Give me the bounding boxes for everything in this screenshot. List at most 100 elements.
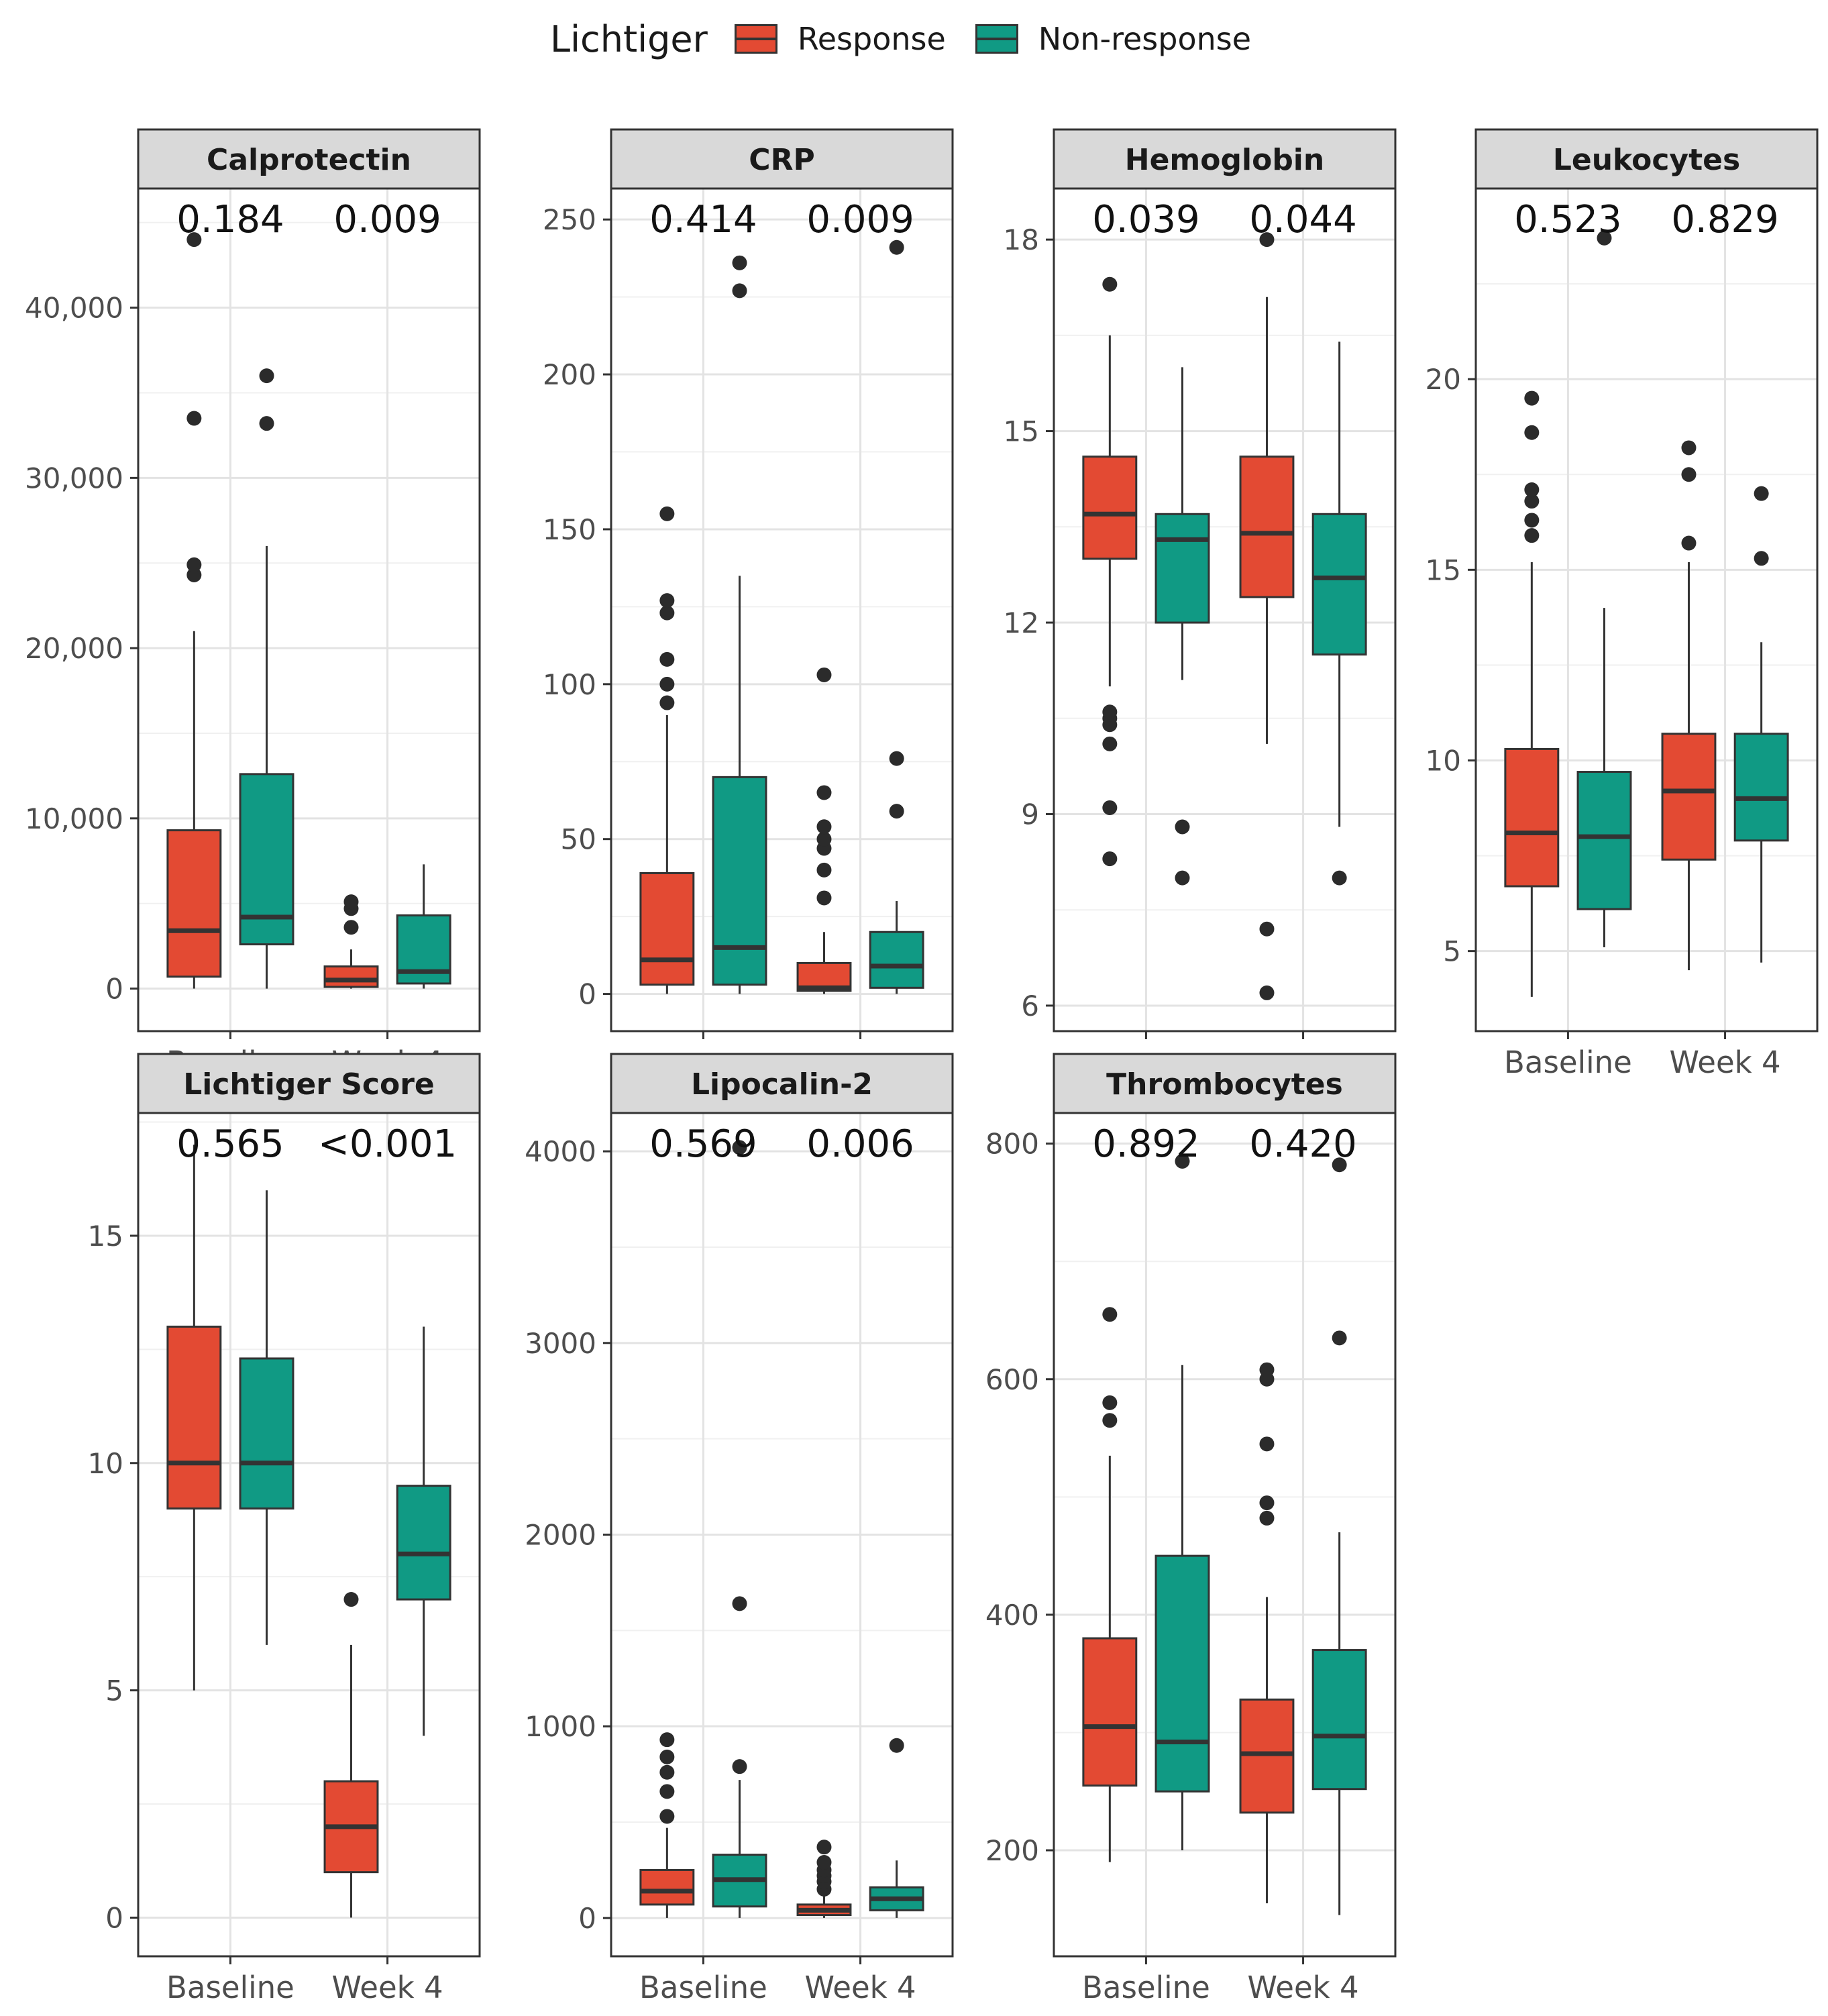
outlier-thrombocytes-non-response-week-4-1 [1332,1157,1347,1173]
panel-lipocalin-2: 0.569 0.006 Lipocalin-2 0 1000 2000 3000 4000 Ba… [525,1053,954,2005]
box-thrombocytes-response-week-4 [1239,1698,1295,1814]
outlier-lipocalin-2-response-baseline-1 [659,1784,675,1799]
legend-item-non-response: Non-response [973,20,1251,58]
box-crp-non-response-baseline [712,776,767,986]
panel-lichtiger-score: 0.565 <0.001 Lichtiger Score 0 5 10 15 Baseline… [88,1053,481,2005]
outlier-crp-response-baseline-5 [659,506,675,521]
outlier-leukocytes-non-response-week-4-1 [1754,486,1769,501]
outlier-crp-response-baseline-2 [659,651,675,667]
outlier-crp-non-response-week-4-1 [889,751,904,766]
box-hemoglobin-non-response-baseline [1154,513,1210,624]
y-tick-label-lichtiger-score-0: 0 [105,1901,123,1934]
outlier-thrombocytes-response-week-4-4 [1259,1362,1275,1377]
box-leukocytes-response-week-4 [1661,733,1717,861]
outlier-crp-response-week-4-3 [816,831,832,847]
outlier-leukocytes-non-response-baseline-0 [1597,230,1612,246]
y-tick-label-thrombocytes-2: 600 [985,1363,1039,1396]
box-lichtiger-score-non-response-week-4 [396,1485,451,1601]
outlier-thrombocytes-non-response-baseline-0 [1175,1153,1190,1169]
box-crp-non-response-week-4 [869,931,924,989]
x-tick-label-lichtiger-score-0: Baseline [166,1970,294,2005]
outlier-calprotectin-response-week-4-0 [343,920,359,935]
x-tick-label-thrombocytes-0: Baseline [1082,1970,1210,2005]
outlier-thrombocytes-response-week-4-0 [1259,1510,1275,1526]
p-value-hemoglobin-baseline: 0.039 [1092,198,1199,242]
outlier-leukocytes-response-week-4-2 [1681,440,1697,456]
legend-label-response: Response [797,21,946,57]
legend-median-response [734,38,777,40]
outlier-hemoglobin-response-week-4-2 [1259,232,1275,248]
outlier-calprotectin-response-baseline-3 [186,232,202,248]
p-value-thrombocytes-baseline: 0.892 [1092,1122,1199,1166]
y-tick-label-crp-1: 50 [561,823,596,856]
outlier-lipocalin-2-response-baseline-2 [659,1764,675,1780]
strip-hemoglobin [1053,128,1397,190]
outlier-crp-response-baseline-3 [659,605,675,621]
y-tick-label-hemoglobin-0: 6 [1021,990,1039,1022]
p-value-hemoglobin-week-4: 0.044 [1249,198,1356,242]
outlier-hemoglobin-response-baseline-2 [1102,736,1118,751]
legend-item-response: Response [732,20,946,58]
y-tick-label-crp-2: 100 [543,668,596,701]
legend-title: Lichtiger [549,17,708,60]
box-crp-response-baseline [639,872,695,986]
outlier-calprotectin-response-week-4-2 [343,894,359,910]
outlier-crp-non-response-week-4-0 [889,804,904,819]
strip-lipocalin-2 [610,1053,954,1114]
outlier-lipocalin-2-response-week-4-4 [816,1855,832,1870]
box-hemoglobin-response-week-4 [1239,456,1295,598]
y-tick-label-hemoglobin-1: 9 [1021,798,1039,831]
p-value-lipocalin-2-baseline: 0.569 [649,1122,757,1166]
outlier-hemoglobin-non-response-baseline-1 [1175,819,1190,835]
box-leukocytes-non-response-week-4 [1733,733,1789,842]
p-value-crp-baseline: 0.414 [649,198,757,242]
strip-title-lichtiger-score: Lichtiger Score [183,1067,435,1102]
outlier-thrombocytes-response-baseline-0 [1102,1413,1118,1428]
outlier-lipocalin-2-non-response-week-4-0 [889,1738,904,1753]
strip-title-calprotectin: Calprotectin [207,143,411,177]
strip-lichtiger-score [137,1053,481,1114]
y-tick-label-leukocytes-0: 5 [1443,935,1461,968]
box-thrombocytes-non-response-week-4 [1311,1649,1367,1791]
y-tick-label-leukocytes-1: 10 [1426,744,1461,777]
p-value-lichtiger-score-week-4: <0.001 [318,1122,457,1166]
outlier-calprotectin-response-baseline-2 [186,411,202,426]
panel-leukocytes: 0.523 0.829 Leukocytes 5 10 15 20 Baseline Week … [1426,128,1819,1080]
outlier-hemoglobin-response-baseline-0 [1102,851,1118,867]
box-lipocalin-2-response-baseline [639,1868,695,1906]
strip-crp [610,128,954,190]
y-tick-label-calprotectin-1: 10,000 [25,802,123,835]
y-tick-label-lichtiger-score-2: 10 [88,1447,123,1480]
panel-hemoglobin: 0.039 0.044 Hemoglobin 6 9 12 15 18 [1004,128,1397,1039]
x-tick-label-lipocalin-2-1: Week 4 [804,1970,916,2005]
y-tick-label-crp-4: 200 [543,358,596,391]
outlier-hemoglobin-response-week-4-1 [1259,921,1275,937]
y-tick-label-thrombocytes-1: 400 [985,1599,1039,1632]
outlier-crp-response-baseline-0 [659,695,675,710]
strip-leukocytes [1474,128,1819,190]
outlier-leukocytes-response-baseline-4 [1524,425,1540,440]
legend: Lichtiger Response Non-response [0,12,1828,66]
y-tick-label-calprotectin-2: 20,000 [25,632,123,665]
y-tick-label-crp-3: 150 [543,513,596,546]
plot-background-leukocytes [1476,189,1817,1031]
plot-background-thrombocytes [1054,1113,1395,1956]
x-tick-label-lichtiger-score-1: Week 4 [331,1970,443,2005]
y-tick-label-hemoglobin-3: 15 [1004,415,1039,448]
box-leukocytes-non-response-baseline [1576,771,1632,910]
outlier-thrombocytes-response-baseline-2 [1102,1307,1118,1322]
outlier-leukocytes-response-week-4-0 [1681,535,1697,551]
x-tick-label-lipocalin-2-0: Baseline [639,1970,767,2005]
outlier-hemoglobin-response-baseline-6 [1102,276,1118,292]
outlier-calprotectin-non-response-baseline-0 [259,416,274,431]
y-tick-label-crp-0: 0 [578,978,596,1011]
outlier-hemoglobin-non-response-baseline-0 [1175,870,1190,886]
y-tick-label-leukocytes-2: 15 [1426,553,1461,586]
p-value-lichtiger-score-baseline: 0.565 [176,1122,284,1166]
p-value-leukocytes-week-4: 0.829 [1671,198,1778,242]
outlier-leukocytes-response-week-4-1 [1681,467,1697,482]
outlier-crp-response-week-4-5 [816,785,832,800]
outlier-crp-response-week-4-0 [816,890,832,906]
y-tick-label-calprotectin-0: 0 [105,973,123,1006]
